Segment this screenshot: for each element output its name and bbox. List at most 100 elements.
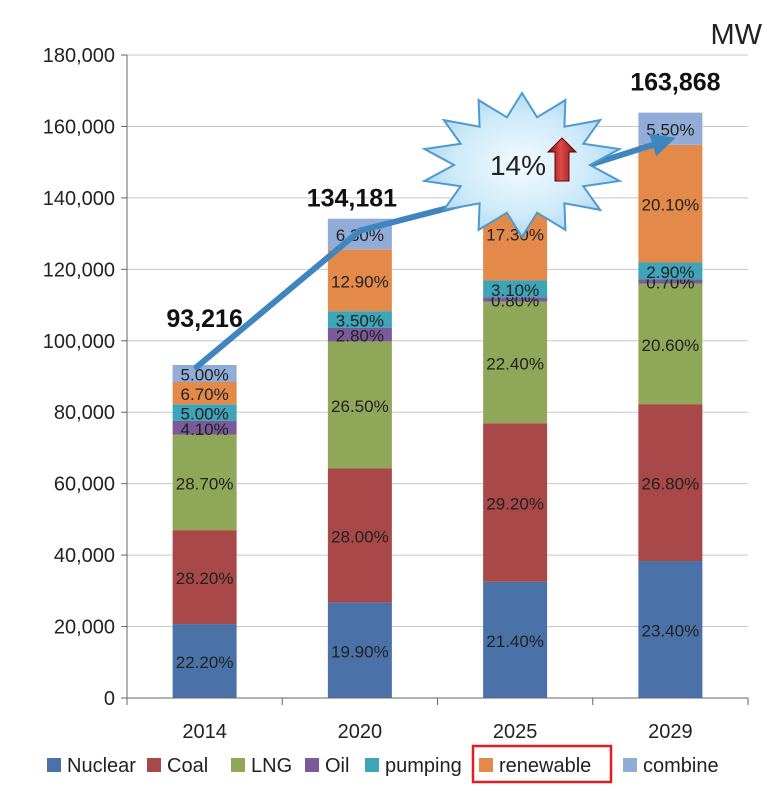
segment-label: 3.10% [491,281,539,300]
legend-item-combine: combine [623,755,719,777]
segment-label: 5.50% [646,121,694,140]
bar-segment-lng [483,301,548,424]
bar-segment-renewable [327,249,392,312]
y-tick-label: 80,000 [54,402,115,424]
bar-segment-lng [638,283,703,405]
legend-item-oil: Oil [305,755,349,777]
legend-swatch [479,758,493,772]
y-tick-label: 60,000 [54,474,115,496]
legend-label: pumping [385,755,462,777]
y-tick-label: 160,000 [43,116,115,138]
legend-swatch [147,758,161,772]
x-tick-label: 2014 [182,721,227,743]
bar-segment-nuclear [638,561,703,698]
segment-label: 5.00% [181,366,229,385]
bar-segment-oil [483,297,548,302]
legend-item-coal: Coal [147,755,208,777]
segment-label: 4.10% [181,420,229,439]
legend-label: Coal [167,755,208,777]
legend-swatch [305,758,319,772]
y-tick-label: 0 [104,688,115,710]
legend-swatch [231,758,245,772]
segment-label: 28.20% [176,569,234,588]
segment-label: 3.50% [336,312,384,331]
segment-label: 26.50% [331,397,389,416]
bar-segment-nuclear [327,602,392,698]
legend-label: Nuclear [67,755,136,777]
bar-segment-coal [327,468,392,603]
x-axis: 2014 2020 2025 2029 [126,697,749,743]
total-label: 134,181 [307,185,397,213]
legend-item-pumping: pumping [365,755,462,777]
bar-segment-lng [172,434,237,531]
segment-label: 22.20% [176,653,234,672]
segment-label: 20.10% [642,196,700,215]
x-tick-label: 2020 [338,721,383,743]
bar-segment-oil [638,279,703,284]
bar-segment-renewable [638,144,703,263]
legend-item-lng: LNG [231,755,292,777]
bar-totals: 93,216 134,181 163,868 [166,69,720,333]
unit-label: MW [710,19,762,51]
segment-label: 5.00% [181,405,229,424]
segment-label: 23.40% [642,622,700,641]
bar-segment-coal [483,423,548,582]
bar-stack-2025: 21.40%29.20%22.40%0.80%3.10%17.30% [483,155,548,698]
bar-segment-pumping [638,262,703,280]
legend-label: renewable [499,755,591,777]
legend-item-renewable: renewable [471,744,613,784]
legend-label: combine [643,755,719,777]
y-tick-label: 100,000 [43,331,115,353]
legend-highlight-box [471,744,613,784]
y-axis: 0 20,000 40,000 60,000 80,000 100,000 120,000 1… [43,45,128,710]
legend-item-nuclear: Nuclear [47,755,136,777]
legend: Nuclear Coal LNG Oil pumping renewable combine [47,744,719,784]
bar-stack-2020: 19.90%28.00%26.50%2.80%3.50%12.90%6.30% [327,218,392,698]
bar-segment-lng [327,341,392,469]
legend-swatch [623,758,637,772]
segment-label: 29.20% [486,495,544,514]
bar-segment-nuclear [172,624,237,698]
y-tick-label: 20,000 [54,617,115,639]
total-label: 163,868 [630,69,720,97]
legend-swatch [365,758,379,772]
x-tick-label: 2029 [648,721,693,743]
segment-label: 28.00% [331,528,389,547]
segment-label: 26.80% [642,475,700,494]
bar-stack-2014: 22.20%28.20%28.70%4.10%5.00%6.70%5.00% [172,365,237,698]
legend-label: Oil [325,755,349,777]
bar-segment-oil [327,327,392,342]
growth-callout: 14% [421,91,623,239]
starburst-shape [421,91,623,239]
segment-label: 28.70% [176,474,234,493]
segment-label: 2.90% [646,263,694,282]
bar-segment-pumping [483,280,548,298]
legend-label: LNG [251,755,292,777]
y-tick-label: 40,000 [54,545,115,567]
segment-label: 20.60% [642,336,700,355]
y-tick-label: 120,000 [43,259,115,281]
y-tick-label: 180,000 [43,45,115,67]
up-arrow-icon [546,137,578,182]
bar-segment-coal [638,404,703,562]
bar-stack-2029: 23.40%26.80%20.60%0.70%2.90%20.10%5.50% [638,112,703,698]
bar-segment-pumping [327,311,392,328]
total-label: 93,216 [166,305,242,333]
bar-segment-oil [172,420,237,435]
bar-segment-nuclear [483,581,548,698]
bar-segment-renewable [172,381,237,405]
legend-swatch [47,758,61,772]
segment-label: 21.40% [486,632,544,651]
segment-label: 6.70% [181,385,229,404]
segment-label: 22.40% [486,354,544,373]
bar-segment-coal [172,530,237,625]
bar-segment-combine [172,365,237,382]
y-tick-label: 140,000 [43,188,115,210]
segment-label: 17.30% [486,225,544,244]
growth-percent-label: 14% [490,150,546,181]
bar-segment-pumping [172,404,237,421]
x-tick-label: 2025 [493,721,538,743]
segment-label: 12.90% [331,272,389,291]
segment-label: 19.90% [331,642,389,661]
